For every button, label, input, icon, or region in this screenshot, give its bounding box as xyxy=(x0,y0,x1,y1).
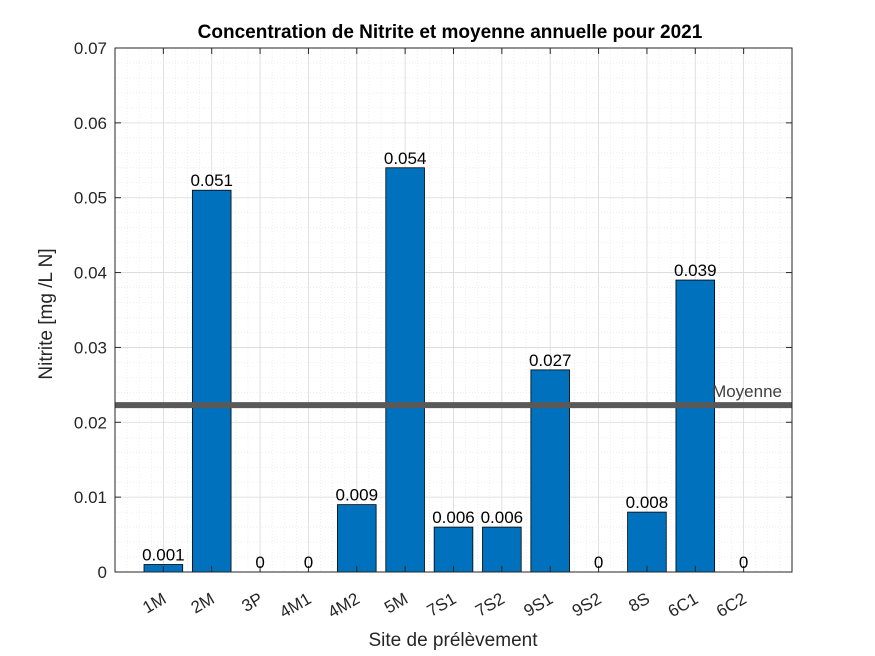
data-label-1M: 0.001 xyxy=(142,546,185,565)
data-label-3P: 0 xyxy=(255,553,264,572)
data-label-4M1: 0 xyxy=(304,553,313,572)
data-label-2M: 0.051 xyxy=(190,171,233,190)
y-tick-label: 0.01 xyxy=(74,488,107,507)
y-tick-label: 0.06 xyxy=(74,114,107,133)
y-tick-label: 0.03 xyxy=(74,338,107,357)
x-axis-label: Site de prélèvement xyxy=(369,630,539,651)
bar-6C1 xyxy=(675,279,716,573)
y-tick-label: 0.07 xyxy=(74,39,107,58)
y-tick-label: 0.02 xyxy=(74,413,107,432)
chart-title: Concentration de Nitrite et moyenne annu… xyxy=(198,22,703,43)
y-axis-label: Nitrite [mg /L N] xyxy=(36,248,57,379)
data-label-9S1: 0.027 xyxy=(529,351,572,370)
data-labels: 0.001 0.051 0 0 0.009 0.054 0.006 0.006 0.027 0 0.… xyxy=(142,149,748,572)
data-label-6C1: 0.039 xyxy=(674,261,717,280)
y-tick-label: 0.05 xyxy=(74,189,107,208)
reference-line-group: Moyenne xyxy=(115,382,792,409)
data-label-5M: 0.054 xyxy=(384,149,427,168)
bars xyxy=(143,167,716,573)
y-tick-label: 0 xyxy=(98,563,107,582)
bar-7S1 xyxy=(433,526,474,573)
data-label-7S2: 0.006 xyxy=(481,508,524,527)
y-tick-label: 0.04 xyxy=(74,264,107,283)
bar-9S1 xyxy=(530,369,570,573)
bar-5M xyxy=(385,167,425,573)
bar-7S2 xyxy=(482,526,522,573)
data-label-7S1: 0.006 xyxy=(432,508,475,527)
reference-line-label: Moyenne xyxy=(712,382,782,401)
data-label-6C2: 0 xyxy=(739,553,748,572)
data-label-9S2: 0 xyxy=(594,553,603,572)
bar-4M2 xyxy=(337,504,377,573)
bar-8S xyxy=(627,511,667,573)
data-label-8S: 0.008 xyxy=(626,493,669,512)
data-label-4M2: 0.009 xyxy=(336,486,379,505)
bar-2M xyxy=(191,189,232,573)
